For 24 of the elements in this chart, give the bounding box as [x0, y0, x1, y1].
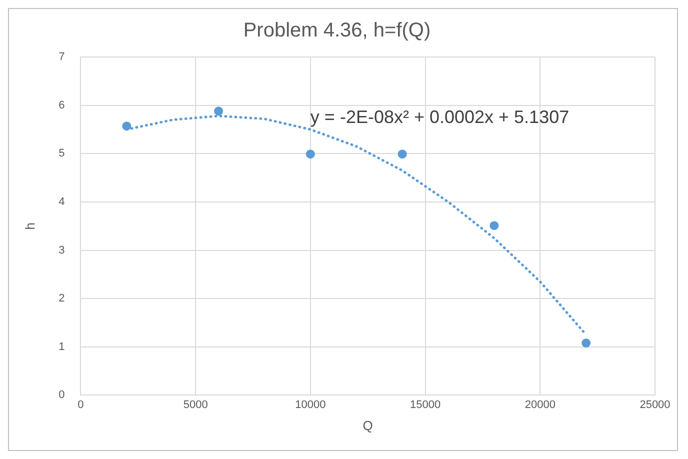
y-axis-title: h [22, 222, 38, 230]
x-tick-label: 15000 [410, 398, 441, 411]
y-tick-label: 2 [58, 292, 65, 305]
y-tick-label: 3 [58, 244, 65, 256]
point [306, 150, 315, 159]
x-tick-label: 20000 [524, 398, 556, 411]
chart-title: Problem 4.36, h=f(Q) [243, 20, 431, 42]
y-tick-label: 0 [58, 389, 65, 402]
point [398, 150, 407, 159]
y-tick-label: 1 [58, 340, 65, 353]
annotation: y = -2E-08x² + 0.0002x + 5.1307 [310, 106, 570, 127]
point [490, 221, 499, 230]
y-tick-label: 4 [58, 196, 65, 208]
y-tick-label: 5 [58, 148, 65, 160]
x-tick-label: 0 [78, 398, 84, 411]
y-tick-label: 6 [58, 99, 65, 112]
x-tick-label: 5000 [183, 398, 208, 411]
x-tick-label: 10000 [295, 398, 326, 411]
point [214, 106, 224, 116]
y-tick-label: 7 [58, 51, 65, 64]
x-axis-title: Q [362, 418, 373, 433]
point [582, 338, 591, 348]
point [122, 122, 132, 131]
x-tick-label: 25000 [640, 398, 670, 411]
